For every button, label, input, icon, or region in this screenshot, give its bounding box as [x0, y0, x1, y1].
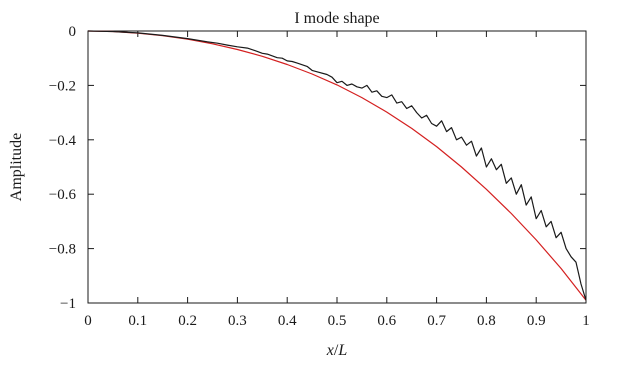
x-axis-title: x/L [326, 342, 348, 359]
x-tick-label: 0.1 [128, 313, 147, 329]
x-tick-label: 0.9 [527, 313, 546, 329]
y-axis: 0 −0.2 −0.4 −0.6 −0.8 −1 [49, 24, 586, 312]
y-tick-label: −1 [60, 296, 76, 312]
y-tick-label: 0 [69, 24, 77, 40]
series-layer [88, 31, 586, 300]
x-tick-label: 0 [84, 313, 92, 329]
x-axis: 0 0.1 0.2 0.3 0.4 0.5 0.6 0.7 0.8 0.9 1 [84, 31, 590, 329]
x-tick-label: 0.8 [477, 313, 496, 329]
x-tick-label: 0.5 [328, 313, 347, 329]
x-tick-label: 0.6 [377, 313, 396, 329]
y-tick-label: −0.6 [49, 187, 77, 203]
y-axis-title: Amplitude [8, 133, 25, 201]
x-axis-title-den: L [337, 342, 347, 359]
plot-frame [88, 31, 586, 303]
chart-title: I mode shape [294, 10, 379, 27]
y-tick-label: −0.2 [49, 78, 76, 94]
series-line-measured [88, 31, 586, 300]
x-tick-label: 0.3 [228, 313, 247, 329]
x-axis-title-var: x [326, 342, 334, 359]
x-tick-label: 0.7 [427, 313, 446, 329]
y-tick-label: −0.8 [49, 242, 76, 258]
y-tick-label: −0.4 [49, 133, 77, 149]
x-tick-label: 1 [582, 313, 590, 329]
series-line-smooth [88, 31, 586, 300]
x-tick-label: 0.4 [278, 313, 297, 329]
x-tick-label: 0.2 [178, 313, 197, 329]
